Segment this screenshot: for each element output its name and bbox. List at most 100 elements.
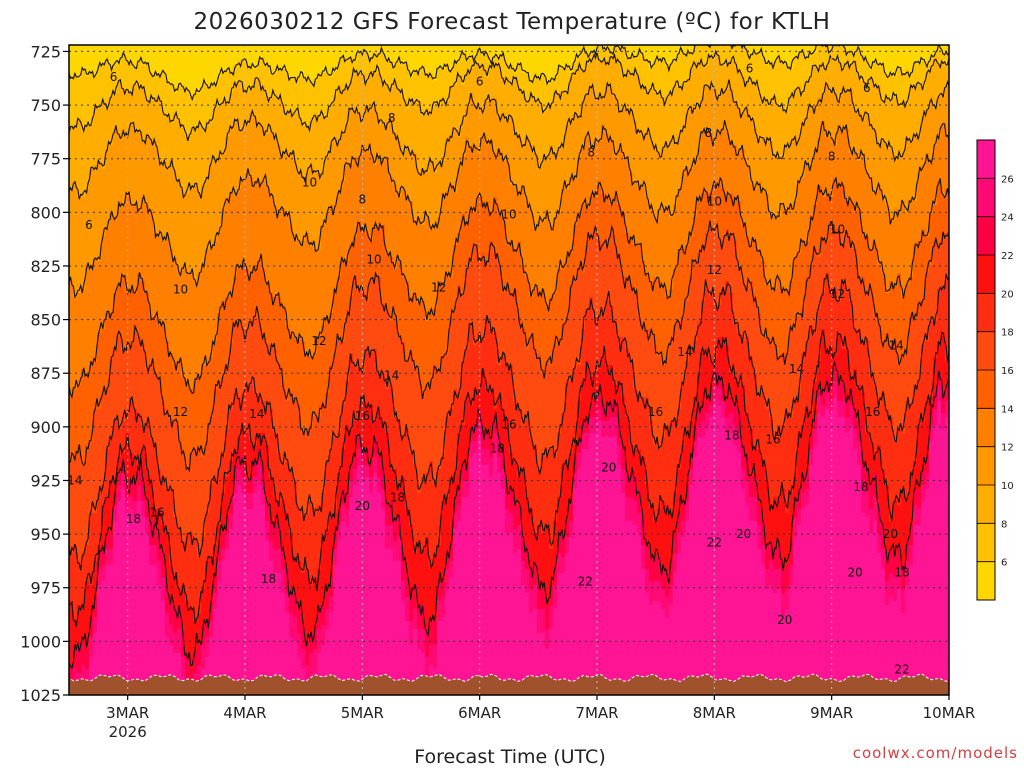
temperature-band-cell xyxy=(97,65,102,106)
temperature-band-cell xyxy=(329,517,334,578)
temperature-band-cell xyxy=(729,293,734,374)
temperature-band-cell xyxy=(285,513,290,570)
temperature-band-cell xyxy=(341,449,346,490)
temperature-band-cell xyxy=(101,581,106,695)
temperature-band-cell xyxy=(657,449,662,510)
temperature-band-cell xyxy=(757,549,762,695)
temperature-band-cell xyxy=(765,589,770,695)
temperature-band-cell xyxy=(461,425,466,466)
temperature-band-cell xyxy=(757,93,762,142)
temperature-band-cell xyxy=(541,609,546,634)
temperature-band-cell xyxy=(785,113,790,146)
temperature-band-cell xyxy=(749,121,754,182)
temperature-band-cell xyxy=(101,329,106,394)
temperature-band-cell xyxy=(293,593,298,618)
temperature-band-cell xyxy=(845,45,850,54)
temperature-band-cell xyxy=(265,97,270,134)
temperature-band-cell xyxy=(861,57,866,82)
temperature-band-cell xyxy=(425,657,430,682)
temperature-band-cell xyxy=(345,125,350,166)
temperature-band-cell xyxy=(777,357,782,426)
temperature-band-cell xyxy=(509,293,514,366)
temperature-band-cell xyxy=(493,57,498,66)
temperature-band-cell xyxy=(673,533,678,554)
temperature-band-cell xyxy=(481,137,486,206)
temperature-band-cell xyxy=(709,229,714,298)
temperature-band-cell xyxy=(561,557,566,574)
temperature-band-cell xyxy=(713,357,718,370)
temperature-band-cell xyxy=(741,385,746,446)
temperature-band-cell xyxy=(73,297,78,390)
temperature-band-cell xyxy=(545,529,550,606)
temperature-band-cell xyxy=(745,45,750,50)
temperature-band-cell xyxy=(573,369,578,446)
temperature-band-cell xyxy=(481,205,486,254)
temperature-band-cell xyxy=(157,45,162,74)
temperature-band-cell xyxy=(141,481,146,502)
temperature-band-cell xyxy=(493,433,498,454)
temperature-band-cell xyxy=(521,93,526,146)
temperature-band-cell xyxy=(341,489,346,506)
temperature-band-cell xyxy=(697,321,702,374)
temperature-band-cell xyxy=(261,433,266,470)
colorbar-tick-label: 26 xyxy=(1001,174,1014,185)
temperature-band-cell xyxy=(881,273,886,346)
temperature-band-cell xyxy=(189,273,194,390)
temperature-band-cell xyxy=(713,53,718,90)
temperature-band-cell xyxy=(897,505,902,546)
temperature-band-cell xyxy=(677,553,682,695)
temperature-band-cell xyxy=(761,189,766,262)
temperature-band-cell xyxy=(77,385,82,446)
temperature-band-cell xyxy=(733,377,738,406)
temperature-band-cell xyxy=(185,533,190,602)
temperature-band-cell xyxy=(617,113,622,150)
temperature-band-cell xyxy=(933,57,938,110)
temperature-band-cell xyxy=(781,109,786,158)
temperature-band-cell xyxy=(337,193,342,278)
temperature-band-cell xyxy=(645,61,650,94)
temperature-band-cell xyxy=(609,205,614,234)
temperature-band-cell xyxy=(169,249,174,354)
temperature-band-cell xyxy=(813,429,818,446)
temperature-band-cell xyxy=(489,69,494,102)
temperature-band-cell xyxy=(141,65,146,90)
temperature-band-cell xyxy=(169,625,174,646)
temperature-band-cell xyxy=(229,193,234,298)
temperature-band-cell xyxy=(345,165,350,262)
temperature-band-cell xyxy=(717,97,722,134)
temperature-band-cell xyxy=(277,45,282,70)
temperature-band-cell xyxy=(105,533,110,550)
temperature-band-cell xyxy=(273,297,278,350)
temperature-band-cell xyxy=(757,505,762,526)
temperature-band-cell xyxy=(909,545,914,566)
temperature-band-cell xyxy=(117,65,122,82)
temperature-band-cell xyxy=(653,581,658,602)
temperature-band-cell xyxy=(449,185,454,278)
temperature-band-cell xyxy=(485,389,490,434)
temperature-band-cell xyxy=(705,85,710,130)
temperature-band-cell xyxy=(137,209,142,274)
temperature-band-cell xyxy=(557,65,562,94)
contour-label: 16 xyxy=(149,506,164,520)
temperature-band-cell xyxy=(553,45,558,78)
temperature-band-cell xyxy=(797,85,802,138)
temperature-band-cell xyxy=(569,537,574,695)
temperature-band-cell xyxy=(329,77,334,106)
temperature-band-cell xyxy=(913,489,918,506)
temperature-band-cell xyxy=(217,157,222,234)
temperature-band-cell xyxy=(185,45,190,90)
temperature-band-cell xyxy=(465,349,470,398)
temperature-band-cell xyxy=(125,45,130,62)
temperature-band-cell xyxy=(269,97,274,134)
temperature-band-cell xyxy=(825,409,830,695)
temperature-band-cell xyxy=(101,45,106,66)
temperature-band-cell xyxy=(825,137,830,198)
temperature-band-cell xyxy=(781,45,786,62)
temperature-band-cell xyxy=(185,137,190,194)
temperature-band-cell xyxy=(613,401,618,418)
temperature-band-cell xyxy=(313,169,318,250)
temperature-band-cell xyxy=(325,609,330,630)
contour-label: 16 xyxy=(648,405,663,419)
temperature-band-cell xyxy=(473,441,478,454)
temperature-band-cell xyxy=(849,301,854,378)
